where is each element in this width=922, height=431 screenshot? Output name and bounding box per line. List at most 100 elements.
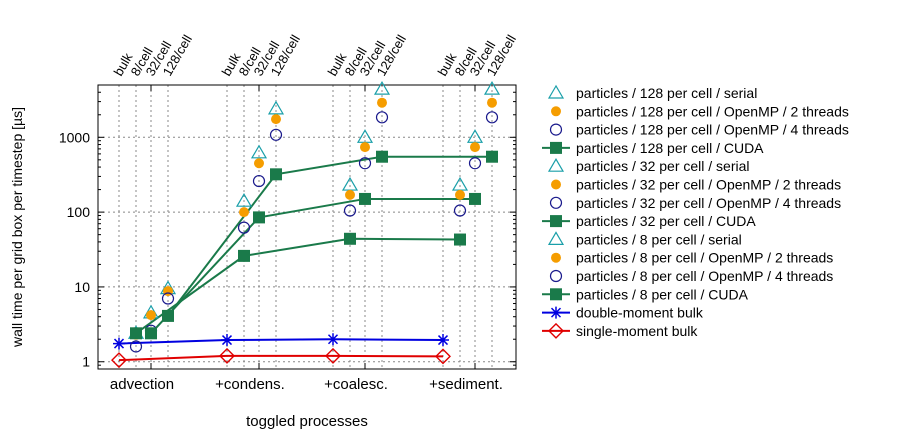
legend-label: particles / 32 per cell / OpenMP / 2 thr… [576,177,841,193]
legend-entry: particles / 8 per cell / CUDA [542,286,749,302]
data-point [325,347,341,364]
legend-label: particles / 128 per cell / OpenMP / 2 th… [576,103,849,119]
data-point [487,97,497,108]
legend-marker [547,231,565,245]
legend-marker [551,252,561,263]
data-point [238,249,250,262]
data-point [129,340,143,353]
data-point [271,114,281,125]
series-line [118,354,444,362]
data-point [130,327,142,340]
data-point [469,192,481,205]
data-point [483,80,501,95]
legend-entry: particles / 32 per cell / OpenMP / 2 thr… [551,177,841,193]
data-point [111,352,127,369]
legend-label: particles / 128 per cell / serial [576,85,757,101]
legend-marker [548,322,564,339]
data-point [453,204,467,217]
x-tick-label: +condens. [215,376,285,393]
series-line [150,197,475,334]
data-point [341,176,359,191]
legend-entry: particles / 128 per cell / OpenMP / 4 th… [549,122,849,138]
plot-frame [97,84,517,370]
legend-label: particles / 8 per cell / OpenMP / 4 thre… [576,268,833,284]
data-point [437,334,449,347]
data-point [486,150,498,163]
legend-entry: particles / 128 per cell / OpenMP / 2 th… [551,103,849,119]
data-point [360,142,370,153]
data-point [455,189,465,200]
data-point [252,174,266,188]
legend-label: particles / 8 per cell / CUDA [576,286,749,302]
data-point [113,337,125,350]
data-point [470,142,480,153]
data-point [219,347,235,364]
data-point [344,232,356,245]
data-point [235,192,253,207]
data-point [468,157,482,170]
legend-marker [547,158,565,172]
data-point [250,144,268,159]
legend-label: particles / 128 per cell / CUDA [576,140,764,156]
data-point [254,158,264,169]
legend-entry: particles / 8 per cell / OpenMP / 2 thre… [551,250,833,266]
data-point [269,128,283,141]
data-point [345,189,355,200]
grid-lines [98,85,516,369]
series-line [135,237,461,335]
legend-entry: particles / 32 per cell / OpenMP / 4 thr… [549,195,841,211]
series-line [118,338,444,345]
data-point [359,192,371,205]
data-point [373,80,391,95]
legend-marker [551,106,561,117]
data-point [253,211,265,224]
legend-label: particles / 8 per cell / OpenMP / 2 thre… [576,250,833,266]
data-point [221,334,233,347]
data-point [343,204,357,217]
data-point [376,150,388,163]
y-tick-label: 100 [67,204,91,220]
legend-entry: particles / 32 per cell / CUDA [542,213,756,229]
series-line [167,155,492,317]
data-point [435,348,451,365]
data-point [162,309,174,322]
legend-label: single-moment bulk [576,323,698,339]
y-tick-label: 1000 [59,129,90,145]
legend: particles / 128 per cell / serial particl… [542,84,849,339]
legend-marker [550,306,562,319]
legend-label: particles / 32 per cell / serial [576,158,750,174]
x-tick-label: +coalesc. [324,376,388,393]
data-point [237,221,251,234]
x-axis-label: toggled processes [246,413,368,430]
legend-marker [550,215,562,228]
axis-ticks [98,84,516,370]
y-tick-label: 10 [74,279,90,295]
legend-marker [549,269,563,283]
y-tick-label: 1 [82,354,90,370]
data-point [267,100,285,115]
data-point [327,333,339,346]
data-point [161,292,175,305]
data-point [485,111,499,124]
data-point [358,157,372,170]
x-tick-label: advection [110,376,174,393]
data-point [145,327,157,340]
data-point [239,207,249,218]
legend-marker [549,196,563,209]
data-point [270,168,282,181]
legend-label: double-moment bulk [576,305,704,321]
legend-label: particles / 32 per cell / CUDA [576,213,756,229]
data-point [451,176,469,191]
legend-entry: particles / 128 per cell / CUDA [542,140,764,156]
y-axis-label: wall time per grid box per timestep [µs] [9,107,25,348]
legend-label: particles / 32 per cell / OpenMP / 4 thr… [576,195,841,211]
legend-entry: single-moment bulk [542,323,698,339]
data-point [375,111,389,124]
legend-marker [550,288,562,301]
legend-marker [551,179,561,190]
series-lines [118,155,492,362]
data-markers [111,80,501,369]
legend-marker [549,123,563,136]
data-point [146,310,156,321]
